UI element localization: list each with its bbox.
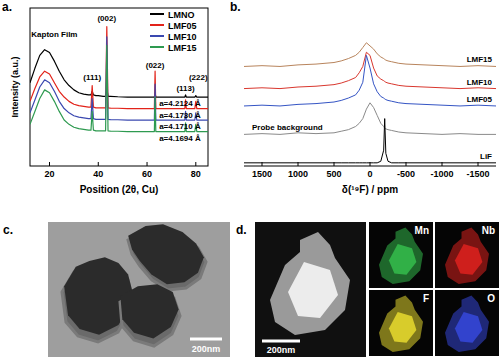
legend-label: LMF05 xyxy=(168,21,197,31)
particle xyxy=(128,224,204,284)
x-tick-label: 40 xyxy=(93,169,103,179)
series-label: LiF xyxy=(480,152,492,161)
legend-swatch xyxy=(150,35,164,37)
x-tick xyxy=(147,162,148,166)
x-tick-label: 80 xyxy=(191,169,201,179)
haadf-particle-core xyxy=(288,262,338,318)
x-tick xyxy=(195,162,196,166)
panel-label: d. xyxy=(236,223,247,237)
map-signal-core xyxy=(389,244,417,275)
x-tick-label: 500 xyxy=(326,169,341,179)
y-axis-label: Intensity (a.u.) xyxy=(10,56,20,117)
eds-map: Mn xyxy=(369,222,433,288)
x-tick-label: 20 xyxy=(44,169,54,179)
annotation: a=4.1730 Å xyxy=(159,111,201,120)
x-tick-label: -1000 xyxy=(430,169,453,179)
legend: LMNOLMF05LMF10LMF15 xyxy=(150,10,197,53)
x-tick-label: -500 xyxy=(397,169,415,179)
scale-bar-label: 200nm xyxy=(192,344,221,354)
panel-0: 20 40 60 80 Position (2θ, Cu) Intensity (a.u.… xyxy=(2,0,208,195)
eds-map: F xyxy=(369,290,433,356)
haadf-particle xyxy=(270,232,350,335)
element-label: Mn xyxy=(415,225,429,236)
annotation: (113) xyxy=(176,84,195,93)
map-signal-core xyxy=(455,244,483,275)
annotation: a=4.1710 Å xyxy=(159,122,201,131)
annotation: a=4.1694 Å xyxy=(159,134,201,143)
annotation: a=4.2124 Å xyxy=(159,99,201,108)
legend-label: LMF15 xyxy=(168,43,197,53)
series-group xyxy=(244,43,496,163)
plot-frame xyxy=(30,8,208,166)
panel-label: a. xyxy=(2,0,12,14)
x-tick xyxy=(49,162,50,166)
haadf-background xyxy=(255,222,366,357)
map-signal-core xyxy=(455,312,483,343)
panel-label: c. xyxy=(3,223,13,237)
tem-panel: c. 200nm xyxy=(3,222,230,357)
x-tick-label: -1500 xyxy=(466,169,489,179)
legend-swatch xyxy=(150,24,164,26)
annotation: (111) xyxy=(83,73,101,82)
series-label: Probe background xyxy=(252,123,323,132)
map-signal-core xyxy=(389,312,417,343)
panel-1: 1500 1000 500 0 -500 -1000 -1500 δ(¹⁹F) / ppm b.… xyxy=(230,0,496,195)
x-tick-label: 0 xyxy=(367,169,372,179)
series-line xyxy=(244,119,496,163)
series-line xyxy=(244,52,496,88)
scale-bar-label: 200nm xyxy=(267,345,296,355)
panel-label: b. xyxy=(230,0,241,14)
legend-swatch xyxy=(150,46,164,48)
series-line xyxy=(30,45,208,131)
eds-map: O xyxy=(435,290,499,356)
scale-bar xyxy=(262,340,300,343)
element-label: F xyxy=(423,293,429,304)
element-label: O xyxy=(487,293,495,304)
legend-label: LMF10 xyxy=(168,32,197,42)
series-line xyxy=(244,43,496,67)
x-axis-label: Position (2θ, Cu) xyxy=(80,184,159,195)
element-label: Nb xyxy=(482,225,495,236)
map-background xyxy=(369,222,433,288)
series-line xyxy=(244,55,496,106)
series-label: LMF10 xyxy=(467,78,493,87)
annotation: (002) xyxy=(97,14,116,23)
x-tick-label: 60 xyxy=(142,169,152,179)
legend-label: LMNO xyxy=(168,10,195,20)
map-background xyxy=(369,290,433,356)
figure: 20 40 60 80 Position (2θ, Cu) Intensity (a.u.… xyxy=(0,0,500,361)
x-tick xyxy=(98,162,99,166)
map-background xyxy=(435,290,499,356)
x-tick-label: 1500 xyxy=(252,169,272,179)
series-group xyxy=(30,27,208,132)
annotation: (022) xyxy=(146,61,165,70)
series-label: LMF05 xyxy=(467,95,493,104)
series-label: LMF15 xyxy=(467,55,493,64)
series-line xyxy=(30,50,208,97)
series-line xyxy=(244,103,496,135)
eds-panel: d. 200nm Mn Nb F O xyxy=(236,222,499,357)
annotation: Kapton Film xyxy=(31,30,77,39)
map-signal xyxy=(445,295,489,352)
scale-bar xyxy=(190,338,222,341)
legend-swatch xyxy=(150,13,164,15)
series-line xyxy=(30,37,208,120)
annotation: (222) xyxy=(189,73,208,82)
map-background xyxy=(435,222,499,288)
map-signal xyxy=(379,295,423,352)
x-tick-label: 1000 xyxy=(288,169,308,179)
x-axis-label: δ(¹⁹F) / ppm xyxy=(342,184,398,195)
particle xyxy=(120,284,178,338)
eds-map: Nb xyxy=(435,222,499,288)
tem-background xyxy=(48,222,230,357)
